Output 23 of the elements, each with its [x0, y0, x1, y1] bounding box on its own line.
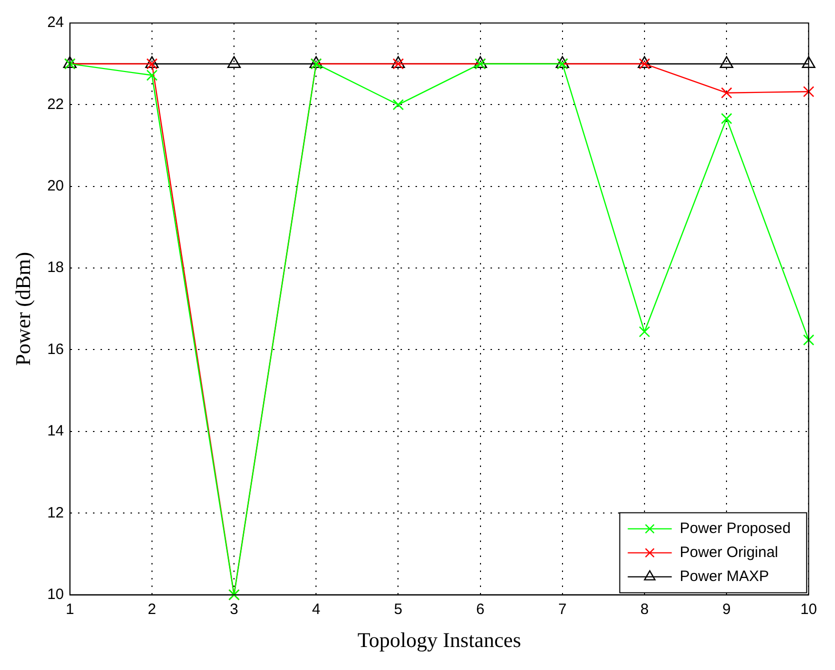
y-tick-label: 20 — [47, 178, 64, 195]
x-tick-label: 5 — [394, 600, 402, 618]
x-tick-label: 9 — [722, 600, 731, 618]
y-tick-label: 22 — [47, 96, 64, 113]
y-tick-label: 10 — [47, 586, 64, 603]
x-tick-label: 2 — [148, 600, 156, 618]
legend-label: Power Original — [680, 544, 778, 561]
legend-label: Power Proposed — [680, 520, 791, 537]
x-tick-label: 10 — [800, 600, 817, 618]
y-tick-label: 16 — [47, 340, 64, 358]
x-tick-label: 6 — [476, 600, 484, 618]
legend-label: Power MAXP — [680, 568, 769, 585]
x-tick-label: 7 — [558, 600, 567, 618]
x-tick-label: 3 — [230, 600, 238, 618]
y-tick-label: 18 — [47, 259, 64, 276]
y-tick-label: 24 — [47, 14, 64, 32]
y-tick-label: 14 — [47, 422, 64, 440]
x-axis-title: Topology Instances — [357, 628, 522, 652]
x-tick-label: 8 — [640, 600, 649, 618]
y-tick-label: 12 — [47, 504, 64, 522]
y-axis-title: Power (dBm) — [11, 252, 36, 366]
x-tick-label: 4 — [312, 600, 320, 618]
x-tick-label: 1 — [66, 600, 74, 618]
